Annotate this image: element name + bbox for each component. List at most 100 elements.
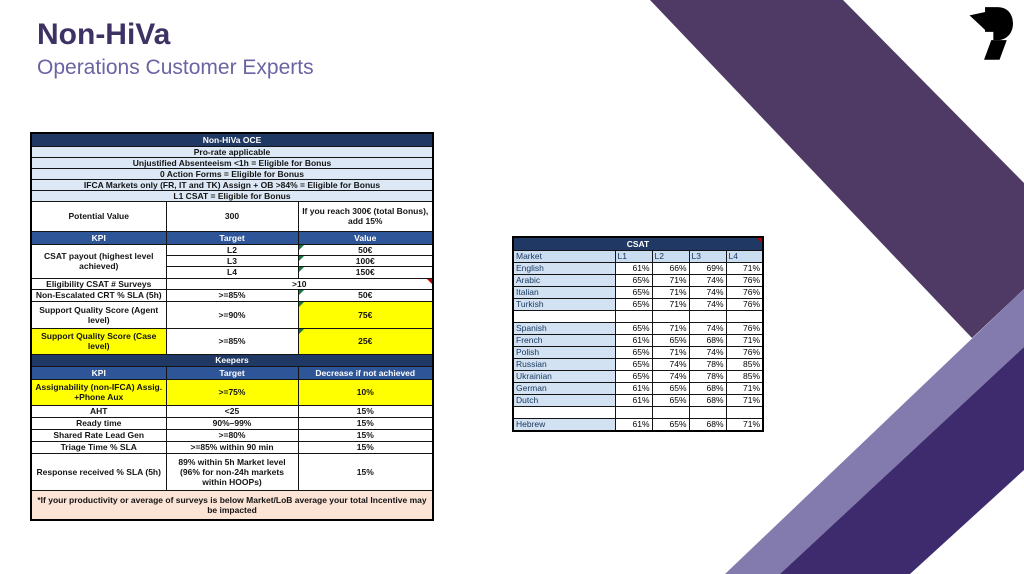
table-cell: L3 [165,254,299,267]
table-cell-text: 71% [669,298,687,309]
table-cell-text: 61% [632,334,650,345]
table-row: Italian 65% 71% 74% 76% [512,285,764,299]
table-cell: Keepers [30,353,434,367]
table-cell: German [512,381,616,395]
table-row: Hebrew 61% 65% 68% 71% [512,417,764,432]
table-cell-text: 71% [669,322,687,333]
table-cell-text: 78% [706,358,724,369]
table-cell: 71% [651,285,690,299]
table-row: CSAT payout (highest level achieved) L2 50… [30,243,434,279]
table-cell: 74% [651,357,690,371]
table-cell-text: 89% within 5h Market level (96% for non-… [178,456,286,487]
table-cell: 65% [651,417,690,432]
table-row: KPI Target Value [30,230,434,245]
table-cell-text: Potential Value [68,211,129,222]
comment-triangle-icon [299,290,304,295]
table-cell: 100€ [297,254,434,267]
table-cell: Support Quality Score (Case level) [30,327,167,355]
table-cell: 76% [725,273,764,287]
table-cell: 15% [297,416,434,430]
table-row: IFCA Markets only (FR, IT and TK) Assign… [30,178,434,191]
table-cell: Unjustified Absenteeism <1h = Eligible f… [30,156,434,169]
table-cell-text: Response received % SLA (5h) [36,466,161,477]
table-cell: Dutch [512,393,616,407]
table-cell: 85% [725,357,764,371]
table-cell-text: 65% [632,274,650,285]
table-cell: 75€ [297,300,434,329]
table-cell-text: 76% [742,322,760,333]
table-cell-text: CSAT [626,238,650,249]
table-cell: Assignability (non-IFCA) Assig. +Phone A… [30,378,167,406]
comment-triangle-icon [299,302,304,307]
table-cell-text: KPI [91,232,106,243]
table-cell: 68% [688,381,727,395]
table-cell: CSAT [512,236,764,251]
table-row: 0 Action Forms = Eligible for Bonus [30,167,434,180]
comment-triangle-icon [299,267,304,272]
table-cell-text: Target [219,232,245,243]
table-cell-text: 74% [706,322,724,333]
table-cell: 71% [725,417,764,432]
table-cell-text: >=85% within 90 min [190,442,274,453]
table-cell: Arabic [512,273,616,287]
table-cell-text: 61% [632,262,650,273]
table-cell: L2 [165,243,299,256]
table-cell: English [512,261,616,275]
table-row: Non-HiVa OCE [30,132,434,147]
table-row: Ukrainian 65% 74% 78% 85% [512,369,764,383]
table-cell-text: 74% [669,370,687,381]
table-cell-text: Value [354,232,377,243]
table-cell: 71% [725,333,764,347]
table-cell: 65% [614,297,653,311]
alert-triangle-icon [427,279,433,284]
table-cell-text: 61% [632,394,650,405]
page-title: Non-HiVa [37,18,171,51]
table-cell-text: 76% [742,346,760,357]
table-cell: L4 [725,249,764,263]
table-cell: 61% [614,417,653,432]
table-cell-text: 65% [632,370,650,381]
table-cell: 76% [725,321,764,335]
table-row: Pro-rate applicable [30,145,434,158]
table-row: L3 100€ [31,254,434,267]
table-cell: 85% [725,369,764,383]
table-cell: AHT [30,404,167,418]
table-cell: 71% [725,393,764,407]
table-cell: L1 [614,249,653,263]
table-cell-text: 78% [706,370,724,381]
table-cell-text: Unjustified Absenteeism <1h = Eligible f… [132,157,332,168]
table-cell-text: 71% [742,262,760,273]
table-cell-text: L2 [227,244,237,255]
table-cell-text: 74% [706,346,724,357]
table-cell [614,309,653,323]
table-cell: >=90% [165,300,299,329]
company-logo-icon [969,7,1013,60]
table-row [512,309,764,323]
table-cell-text: 71% [669,346,687,357]
table-cell-text: Shared Rate Lead Gen [53,430,145,441]
comment-triangle-icon [299,245,304,250]
table-cell [651,309,690,323]
table-cell: 300 [165,200,299,232]
table-cell-text: 66% [669,262,687,273]
page-subtitle: Operations Customer Experts [37,56,314,79]
table-cell: CSAT payout (highest level achieved) [30,243,167,279]
table-cell-text: 74% [706,298,724,309]
table-cell: 71% [725,381,764,395]
table-cell: 74% [688,345,727,359]
table-cell: 78% [688,357,727,371]
table-cell-text: >10 [292,278,307,289]
table-cell-text: CSAT payout (highest level achieved) [44,251,154,272]
table-cell-text: German [516,382,547,393]
table-cell: Non-Escalated CRT % SLA (5h) [30,288,167,302]
table-cell-text: 10% [356,387,374,398]
table-cell-text: <25 [224,406,240,417]
title-block: Non-HiVa Operations Customer Experts [37,18,314,80]
table-cell-text: 65% [632,358,650,369]
comment-triangle-icon [299,329,304,334]
table-cell-text: Decrease if not achieved [315,367,416,378]
table-cell-text: 71% [742,394,760,405]
table-cell: Value [297,230,434,245]
table-cell-text: Dutch [516,394,539,405]
